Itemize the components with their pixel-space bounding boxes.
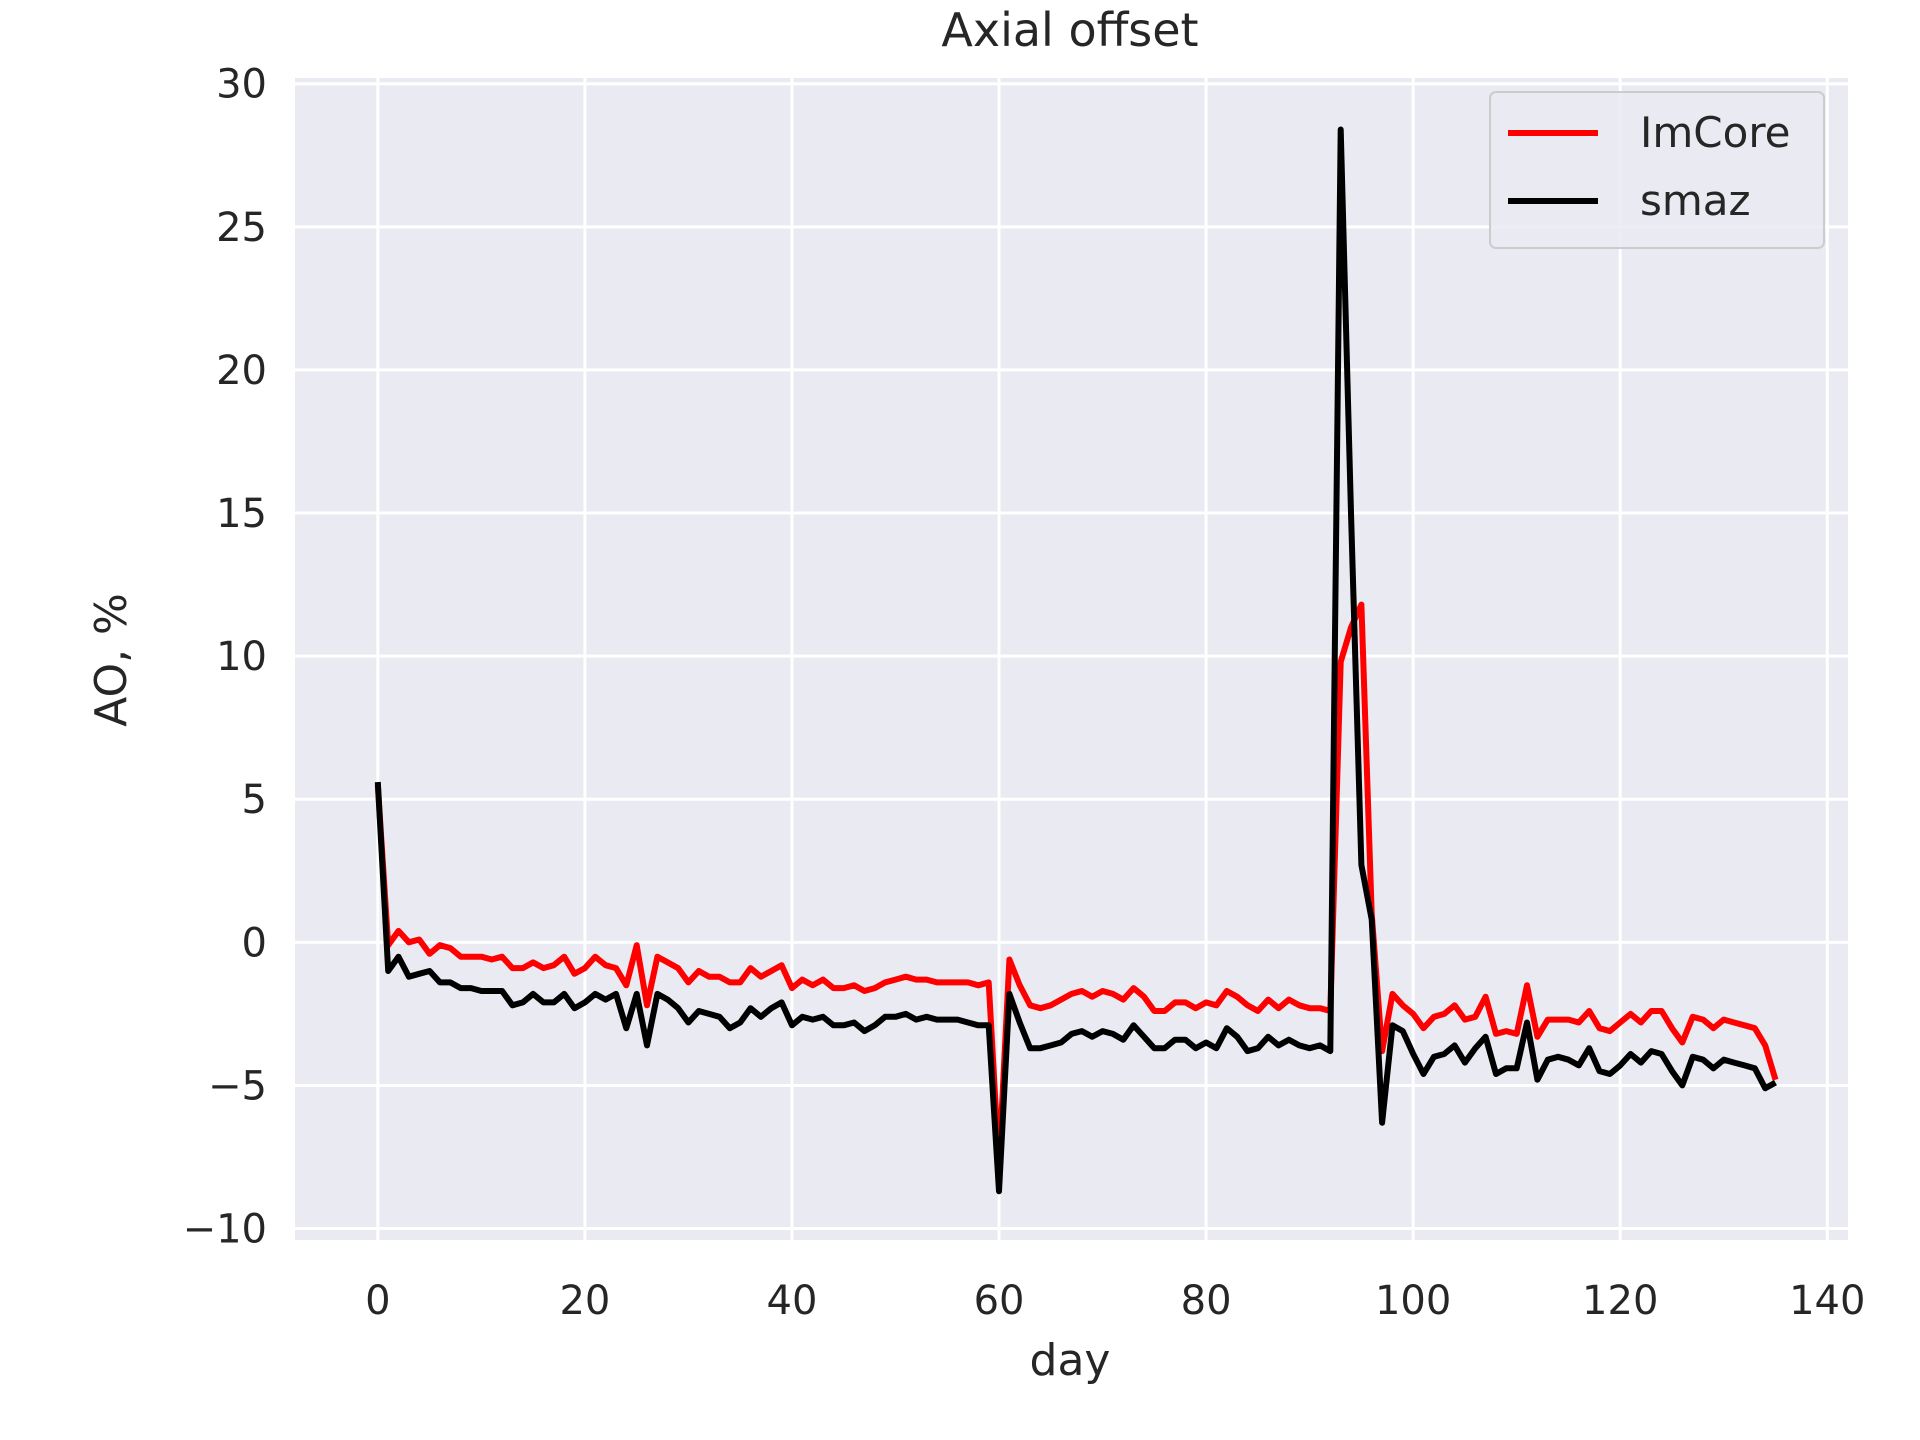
x-tick-label: 0 <box>365 1278 390 1324</box>
y-tick-labels: −10 −5 0 5 10 15 20 25 30 <box>183 62 267 1253</box>
y-tick-label: 0 <box>242 920 267 966</box>
plot-background <box>295 78 1848 1240</box>
x-tick-label: 120 <box>1582 1278 1658 1324</box>
y-tick-label: 5 <box>242 777 267 823</box>
series-line-smaz <box>374 126 1777 1195</box>
legend: ImCore smaz <box>1489 91 1825 249</box>
series-layer <box>374 126 1779 1195</box>
grid <box>295 78 1848 1240</box>
x-tick-label: 20 <box>559 1278 610 1324</box>
y-tick-label: −10 <box>183 1207 267 1253</box>
series-line-imcore <box>374 601 1779 1169</box>
legend-label-smaz: smaz <box>1640 176 1751 225</box>
y-tick-label: 30 <box>216 62 267 108</box>
y-tick-label: −5 <box>208 1063 267 1109</box>
x-tick-label: 80 <box>1181 1278 1232 1324</box>
x-tick-label: 140 <box>1789 1278 1865 1324</box>
y-tick-label: 15 <box>216 491 267 537</box>
chart-title: Axial offset <box>941 3 1198 57</box>
x-tick-label: 60 <box>974 1278 1025 1324</box>
y-tick-label: 25 <box>216 205 267 251</box>
legend-label-imcore: ImCore <box>1640 108 1791 157</box>
x-tick-labels: 0 20 40 60 80 100 120 140 <box>365 1278 1865 1324</box>
x-tick-label: 100 <box>1375 1278 1451 1324</box>
y-tick-label: 20 <box>216 348 267 394</box>
x-axis-title: day <box>1030 1335 1111 1386</box>
y-tick-label: 10 <box>216 634 267 680</box>
y-axis-title: AO, % <box>86 593 137 727</box>
x-tick-label: 40 <box>767 1278 818 1324</box>
